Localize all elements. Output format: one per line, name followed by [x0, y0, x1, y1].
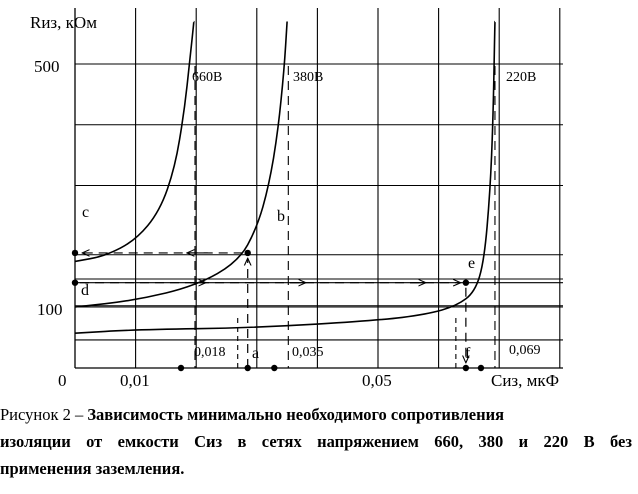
annotation-label-d: d [81, 282, 89, 299]
value-point [271, 364, 278, 372]
annotation-point-f [462, 364, 470, 372]
annotation-point-d [71, 279, 79, 286]
series-label-220: 220В [506, 70, 536, 85]
y-tick-label: 100 [37, 300, 63, 319]
y-tick-label: 500 [34, 57, 60, 76]
series-curve-380В [74, 21, 288, 308]
y-axis-label: Rиз, кОм [30, 13, 97, 32]
chart-svg: Rиз, кОм Cиз, мкФ 500 100 0 0,01 0,05 66… [30, 8, 563, 390]
annotation-label-e: e [468, 255, 475, 272]
x-axis-label: Cиз, мкФ [491, 371, 559, 390]
caption-line-2: изоляции от емкости Cиз в сетях напряжен… [0, 432, 632, 451]
annotation-label-c: c [82, 204, 89, 221]
value-point [177, 364, 185, 372]
caption-line-1: Рисунок 2 – Зависимость минимально необх… [0, 401, 504, 428]
annotation-point-c [71, 249, 79, 257]
caption-lead: Рисунок 2 – [0, 405, 88, 424]
annotation-label-f: f [465, 345, 471, 362]
x-tick-label: 0,05 [362, 371, 392, 390]
curves [74, 20, 496, 334]
grid-lines [74, 8, 563, 369]
series-curve-660В [74, 20, 195, 263]
annotation-points [71, 249, 485, 372]
x-tick-label: 0 [58, 371, 67, 390]
x-tick-label: 0,01 [120, 371, 150, 390]
annotation-point-a [244, 364, 251, 372]
value-point [477, 364, 485, 372]
annotation-point-b [244, 249, 251, 257]
annotation-label-b: b [277, 208, 285, 225]
caption-line-3: применения заземления. [0, 459, 185, 478]
annotation-label-a: a [252, 345, 259, 362]
value-label-069: 0,069 [509, 343, 541, 358]
guide-lines [80, 66, 496, 368]
value-label-035: 0,035 [292, 345, 324, 360]
chart: Rиз, кОм Cиз, мкФ 500 100 0 0,01 0,05 66… [30, 8, 563, 390]
annotation-point-e [462, 279, 470, 286]
caption-title: Зависимость минимально необходимого сопр… [87, 405, 505, 424]
series-label-660: 660В [192, 70, 222, 85]
series-curve-220В [74, 20, 496, 334]
value-label-018: 0,018 [194, 345, 226, 360]
series-label-380: 380В [293, 70, 323, 85]
